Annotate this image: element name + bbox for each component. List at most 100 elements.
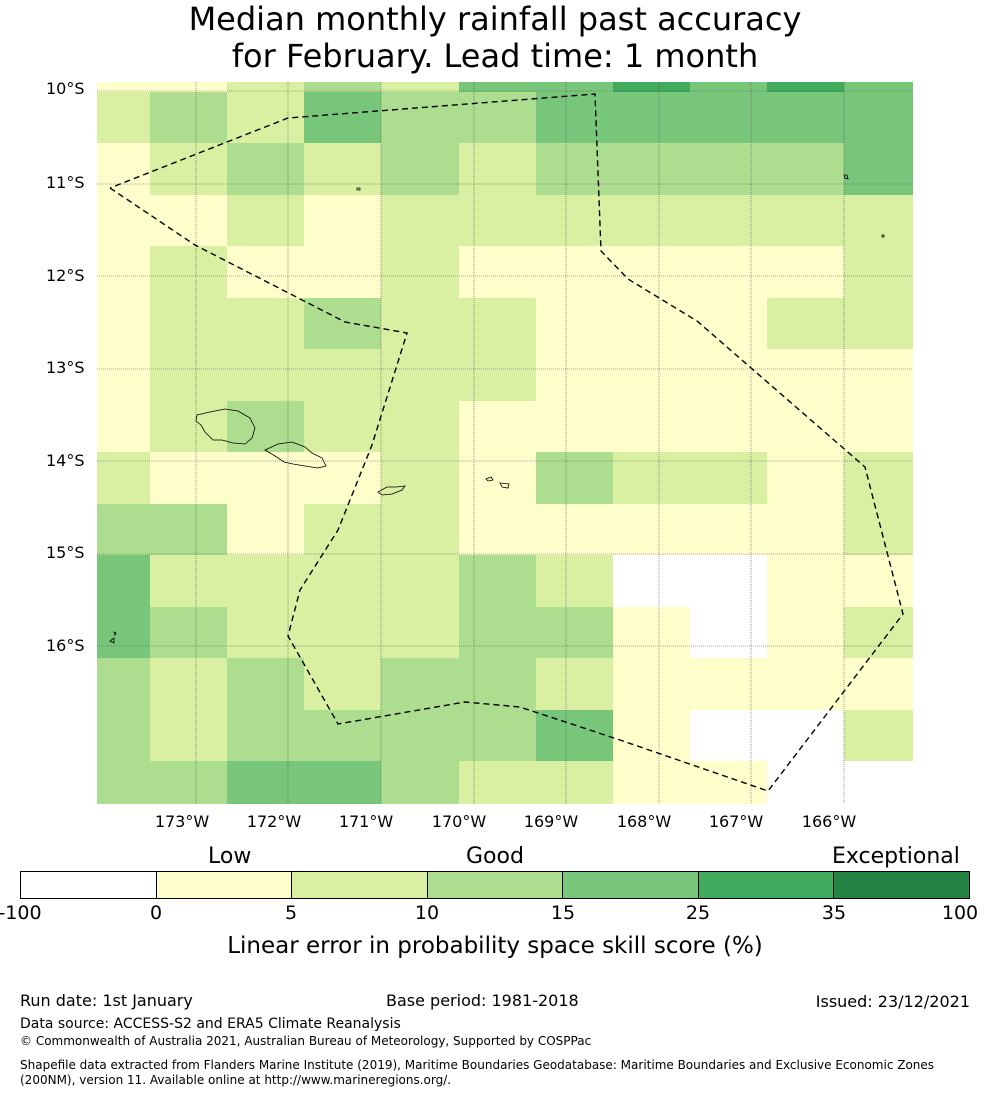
skill-cell: [536, 555, 613, 607]
skill-cell: [767, 710, 844, 761]
skill-cell: [767, 298, 844, 349]
skill-cell: [97, 143, 150, 195]
skill-cell: [690, 401, 767, 452]
skill-cell: [767, 92, 844, 143]
skill-cell: [690, 82, 767, 92]
colorbar-tick: -100: [0, 902, 42, 924]
skill-cell: [767, 607, 844, 658]
skill-cell: [97, 92, 150, 143]
skill-grid: [97, 82, 913, 804]
skill-cell: [536, 607, 613, 658]
lat-label: 13°S: [46, 358, 85, 377]
colorbar-tick: 35: [821, 902, 847, 924]
skill-cell: [767, 349, 844, 401]
skill-cell: [844, 298, 913, 349]
skill-cell: [381, 246, 459, 298]
skill-cell: [150, 92, 227, 143]
skill-cell: [227, 607, 304, 658]
skill-cell: [97, 452, 150, 504]
skill-cell: [536, 658, 613, 710]
skill-cell: [150, 658, 227, 710]
lat-label: 16°S: [46, 636, 85, 655]
skill-cell: [150, 246, 227, 298]
skill-cell: [613, 504, 690, 555]
shapefile-credit-line-1: Shapefile data extracted from Flanders M…: [20, 1058, 935, 1072]
skill-cell: [381, 658, 459, 710]
lat-label: 14°S: [46, 451, 85, 470]
skill-cell: [381, 452, 459, 504]
skill-cell: [767, 761, 844, 804]
colorbar-segment: [156, 872, 293, 898]
skill-cell: [150, 504, 227, 555]
skill-cell: [227, 195, 304, 246]
skill-cell: [767, 401, 844, 452]
skill-cell: [459, 401, 536, 452]
skill-cell: [459, 298, 536, 349]
skill-cell: [613, 143, 690, 195]
lon-label: 167°W: [708, 812, 764, 831]
skill-cell: [613, 349, 690, 401]
skill-cell: [690, 92, 767, 143]
skill-cell: [536, 82, 613, 92]
map-gridlines: [97, 82, 913, 804]
colorbar-segment: [698, 872, 835, 898]
skill-cell: [304, 555, 381, 607]
skill-cell: [381, 401, 459, 452]
skill-cell: [150, 401, 227, 452]
skill-cell: [150, 761, 227, 804]
skill-cell: [459, 452, 536, 504]
skill-cell: [844, 555, 913, 607]
skill-cell: [381, 504, 459, 555]
colorbar-segment: [563, 872, 699, 898]
skill-cell: [97, 246, 150, 298]
skill-cell: [690, 143, 767, 195]
legend-category-good: Good: [466, 844, 524, 869]
skill-cell: [844, 452, 913, 504]
skill-cell: [536, 761, 613, 804]
island-tokelau-1: [843, 174, 849, 180]
skill-cell: [304, 298, 381, 349]
skill-cell: [381, 555, 459, 607]
skill-cell: [613, 401, 690, 452]
skill-cell: [844, 143, 913, 195]
skill-cell: [459, 761, 536, 804]
skill-cell: [844, 82, 913, 92]
skill-cell: [536, 452, 613, 504]
lat-label: 12°S: [46, 266, 85, 285]
skill-cell: [690, 349, 767, 401]
skill-map: [97, 82, 913, 804]
colorbar-tick: 100: [941, 902, 979, 924]
skill-cell: [150, 452, 227, 504]
skill-cell: [304, 195, 381, 246]
skill-cell: [613, 298, 690, 349]
skill-cell: [613, 452, 690, 504]
skill-cell: [97, 195, 150, 246]
skill-cell: [227, 761, 304, 804]
island-manua-2: [499, 482, 510, 489]
skill-cell: [304, 143, 381, 195]
skill-cell: [150, 555, 227, 607]
skill-cell: [304, 92, 381, 143]
skill-cell: [150, 349, 227, 401]
skill-cell: [304, 761, 381, 804]
lat-label: 11°S: [46, 173, 85, 192]
copyright: © Commonwealth of Australia 2021, Austra…: [20, 1034, 592, 1048]
skill-cell: [844, 504, 913, 555]
skill-cell: [227, 401, 304, 452]
skill-cell: [381, 349, 459, 401]
skill-cell: [459, 82, 536, 92]
skill-cell: [613, 555, 690, 607]
skill-cell: [150, 143, 227, 195]
skill-cell: [536, 504, 613, 555]
skill-cell: [97, 607, 150, 658]
skill-cell: [97, 555, 150, 607]
skill-cell: [844, 710, 913, 761]
skill-cell: [536, 195, 613, 246]
skill-cell: [459, 710, 536, 761]
skill-cell: [690, 452, 767, 504]
skill-cell: [97, 504, 150, 555]
skill-cell: [767, 246, 844, 298]
skill-cell: [227, 452, 304, 504]
chart-title-line-2: for February. Lead time: 1 month: [231, 37, 759, 75]
skill-cell: [767, 504, 844, 555]
